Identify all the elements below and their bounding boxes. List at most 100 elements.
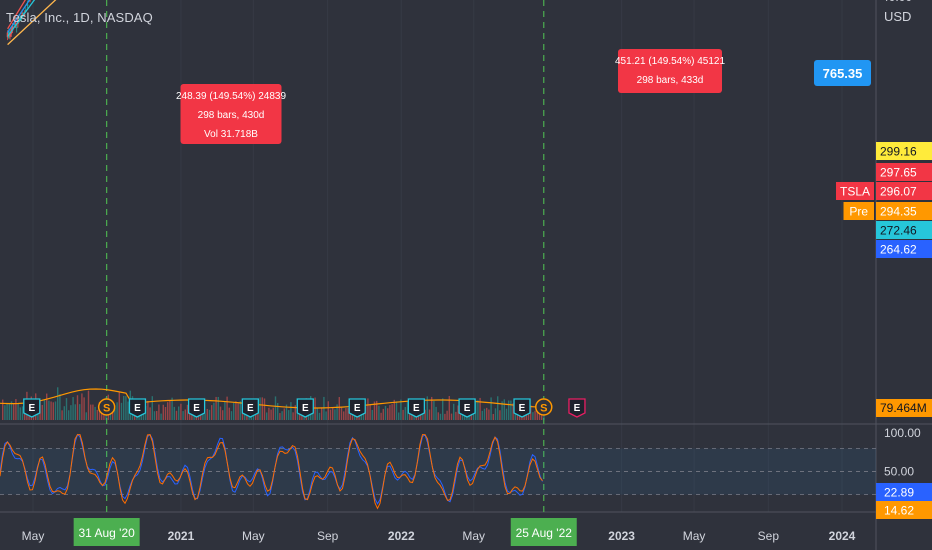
volume-bar <box>8 403 10 420</box>
time-highlight-bg <box>73 518 140 546</box>
volume-bar <box>492 413 494 420</box>
volume-bar <box>15 399 17 420</box>
volume-bar <box>167 402 169 420</box>
volume-bar <box>92 404 94 420</box>
volume-bar <box>481 410 483 420</box>
volume-bar <box>215 396 217 420</box>
volume-bar <box>428 409 431 420</box>
volume-bar <box>257 411 259 420</box>
volume-bar <box>503 399 505 420</box>
volume-bar <box>477 400 479 420</box>
volume-bar <box>457 405 459 420</box>
time-axis-tick: May <box>242 529 265 543</box>
volume-bar <box>156 410 158 420</box>
price-label-bg <box>876 240 932 258</box>
earnings-letter: E <box>354 403 361 414</box>
volume-bar <box>230 411 233 420</box>
volume-bar <box>63 406 65 420</box>
volume-bar <box>490 397 492 420</box>
volume-bar <box>395 401 398 420</box>
measure-label-line: 248.39 (149.54%) 24839 <box>176 91 287 102</box>
volume-bar <box>164 406 167 420</box>
price-tag-text: Pre <box>849 205 868 219</box>
target-callout: 765.35 <box>814 60 871 86</box>
volume-bar <box>261 397 263 420</box>
volume-bar <box>57 387 59 420</box>
volume-bar <box>479 397 481 420</box>
earnings-letter: E <box>193 403 200 414</box>
earnings-shield <box>568 398 586 418</box>
volume-bar <box>153 411 156 420</box>
stochastic-pane <box>0 433 876 510</box>
volume-bar <box>334 409 336 420</box>
volume-bar <box>149 407 151 420</box>
volume-label: 79.464M <box>876 399 932 417</box>
earnings-letter: E <box>464 403 471 414</box>
volume-bar <box>444 413 446 420</box>
volume-bar <box>318 412 321 420</box>
volume-bar <box>72 397 74 420</box>
volume-bar <box>329 409 332 420</box>
volume-bar <box>76 395 79 420</box>
volume-bar <box>52 402 54 420</box>
volume-bar <box>4 405 6 420</box>
volume-bar <box>189 413 191 420</box>
volume-bar <box>404 407 406 420</box>
volume-bar <box>6 403 8 420</box>
volume-bar <box>270 409 272 420</box>
volume-bar <box>19 407 21 420</box>
volume-bar <box>222 410 224 420</box>
volume-bar <box>446 410 448 420</box>
price-label-text: 272.46 <box>880 224 917 238</box>
volume-bar <box>50 401 52 420</box>
volume-bar <box>497 396 499 420</box>
volume-bar <box>347 408 349 420</box>
volume-bar <box>343 411 345 420</box>
volume-bar <box>274 396 277 420</box>
volume-bar <box>470 413 472 420</box>
earnings-letter: E <box>574 403 581 414</box>
volume-bar <box>68 410 70 420</box>
earnings-shield <box>458 398 476 418</box>
volume-bar <box>294 405 296 420</box>
volume-bar <box>373 401 376 420</box>
volume-bar <box>180 403 182 420</box>
time-highlight-bg <box>510 518 577 546</box>
earnings-marker: E <box>513 398 531 418</box>
price-label-text: 264.62 <box>880 243 917 257</box>
earnings-marker: E <box>296 398 314 418</box>
volume-bar <box>327 401 329 420</box>
time-axis-tick: 2022 <box>388 529 415 543</box>
earnings-shield <box>513 398 531 418</box>
price-label-text: 296.07 <box>880 185 917 199</box>
volume-bar <box>112 411 114 420</box>
volume-bar <box>259 397 261 420</box>
volume-bar <box>54 401 57 420</box>
candle-body <box>29 0 31 2</box>
measure-label-line: 298 bars, 433d <box>637 75 704 86</box>
volume-bar <box>516 411 519 420</box>
stoch-axis-tick: 50.00 <box>884 465 914 479</box>
time-axis-tick: May <box>22 529 45 543</box>
price-axis: 1400.00800.00500.00140.0090.0060.0040.00… <box>882 0 921 479</box>
volume-bar <box>43 399 46 420</box>
measure-label-line: 298 bars, 430d <box>198 110 265 121</box>
volume-bar <box>369 405 371 420</box>
measure-label-bg <box>180 84 282 144</box>
symbol-title[interactable]: Tesla, Inc., 1D, NASDAQ <box>6 10 153 25</box>
volume-bar <box>340 407 343 420</box>
candle-body <box>21 13 24 15</box>
candle-body <box>6 32 9 38</box>
price-label-text: 294.35 <box>880 205 917 219</box>
split-circle <box>97 398 116 416</box>
earnings-marker: E <box>187 398 206 418</box>
volume-bar <box>400 399 402 420</box>
volume-bar <box>217 396 219 420</box>
volume-bar <box>70 405 72 420</box>
stoch-label-bg <box>876 483 932 501</box>
price-tag-bg <box>836 182 874 200</box>
volume-bar <box>169 400 171 420</box>
price-axis-tick: 40.00 <box>882 0 912 4</box>
